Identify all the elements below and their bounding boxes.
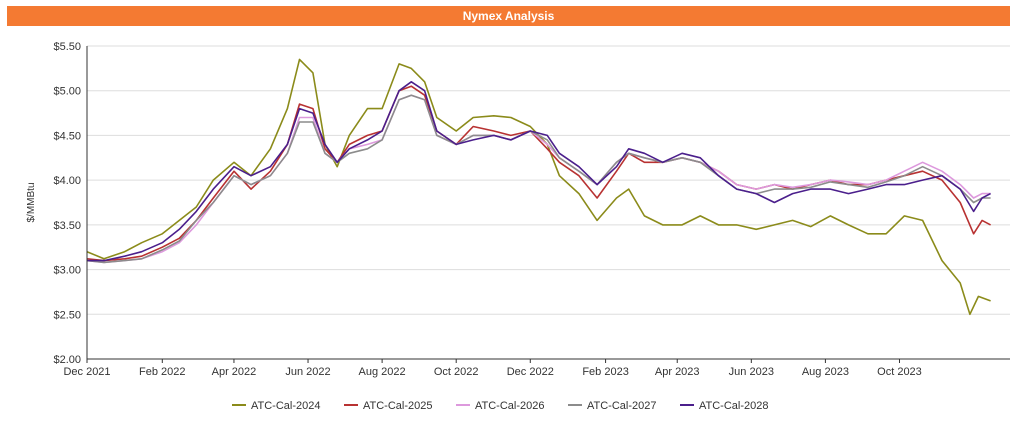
x-tick-label: Apr 2023 bbox=[655, 366, 700, 378]
x-tick-label: Feb 2023 bbox=[582, 366, 628, 378]
y-tick-label: $3.00 bbox=[53, 265, 81, 277]
grid-layer bbox=[87, 45, 1010, 360]
y-tick-label: $3.50 bbox=[53, 220, 81, 232]
y-tick-label: $5.50 bbox=[53, 41, 81, 53]
x-tick-label: Dec 2022 bbox=[507, 366, 554, 378]
series-line-atc-cal-2028 bbox=[87, 81, 991, 262]
axis-layer: $2.00 $2.50 $3.00 $3.50 $4.00 $4.50 $5.00 $5.50… bbox=[26, 41, 1010, 378]
series-layer bbox=[86, 58, 991, 316]
y-tick-label: $4.50 bbox=[53, 130, 81, 142]
x-tick-label: Jun 2023 bbox=[729, 366, 774, 378]
x-tick-label: Feb 2022 bbox=[139, 366, 185, 378]
legend-item-label: ATC-Cal-2026 bbox=[475, 400, 545, 412]
x-tick-label: Oct 2023 bbox=[877, 366, 922, 378]
legend-item-label: ATC-Cal-2027 bbox=[587, 400, 657, 412]
x-tick-label: Aug 2023 bbox=[802, 366, 849, 378]
y-tick-label: $5.00 bbox=[53, 86, 81, 98]
legend-item-label: ATC-Cal-2028 bbox=[699, 400, 769, 412]
legend-item-label: ATC-Cal-2025 bbox=[363, 400, 433, 412]
y-tick-label: $2.50 bbox=[53, 309, 81, 321]
x-tick-label: Oct 2022 bbox=[434, 366, 479, 378]
series-line-atc-cal-2025 bbox=[86, 85, 991, 262]
y-axis-label: $/MMBtu bbox=[26, 182, 37, 222]
legend-item-label: ATC-Cal-2024 bbox=[251, 400, 321, 412]
y-tick-label: $4.00 bbox=[53, 175, 81, 187]
x-tick-label: Jun 2022 bbox=[285, 366, 330, 378]
x-tick-label: Aug 2022 bbox=[359, 366, 406, 378]
chart-title: Nymex Analysis bbox=[7, 6, 1010, 26]
legend: ATC-Cal-2024 ATC-Cal-2025 ATC-Cal-2026 ATC-… bbox=[232, 400, 769, 412]
y-tick-label: $2.00 bbox=[53, 354, 81, 366]
x-tick-label: Apr 2022 bbox=[212, 366, 257, 378]
x-tick-label: Dec 2021 bbox=[63, 366, 110, 378]
